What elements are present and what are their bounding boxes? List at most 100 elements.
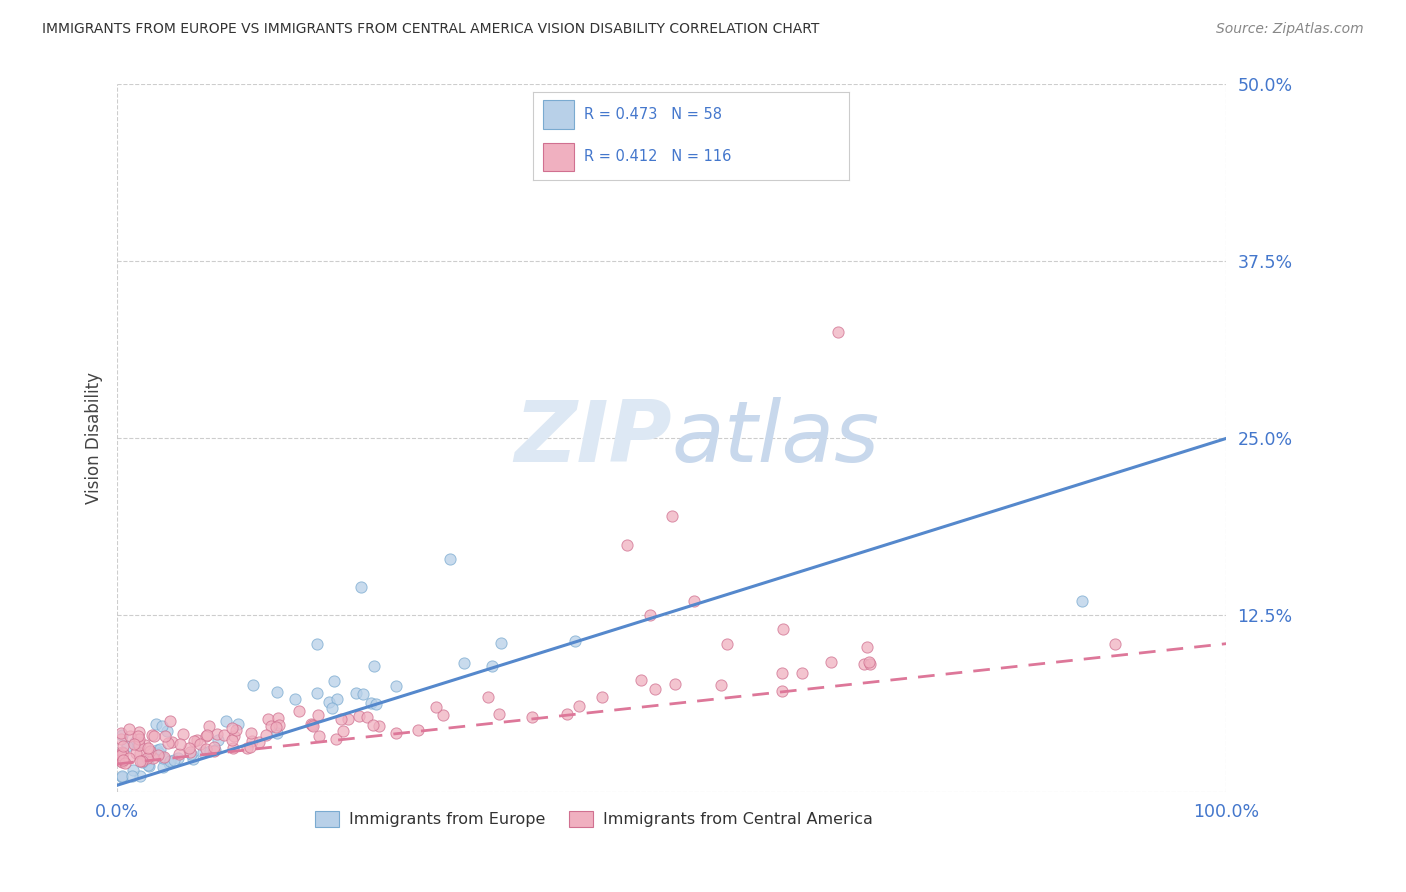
Point (125, 747, 148, 761)
Point (242, 678, 264, 692)
Point (856, 640, 879, 654)
Point (118, 723, 141, 737)
Point (115, 739, 138, 753)
Point (124, 734, 146, 748)
Point (149, 742, 172, 756)
Text: atlas: atlas (672, 397, 880, 480)
Point (337, 712, 360, 726)
Point (181, 752, 204, 766)
Point (453, 656, 475, 670)
Point (308, 729, 330, 743)
Point (136, 740, 159, 755)
Point (179, 745, 201, 759)
Point (240, 726, 263, 740)
Point (221, 721, 243, 735)
Point (128, 724, 150, 739)
Point (555, 707, 578, 722)
Point (710, 678, 733, 692)
Point (146, 743, 169, 757)
Point (425, 700, 447, 714)
Point (266, 725, 288, 739)
Point (488, 706, 510, 721)
Point (110, 752, 132, 766)
Point (152, 760, 174, 774)
Point (131, 754, 153, 768)
Point (110, 731, 132, 746)
Point (858, 656, 880, 670)
Point (111, 769, 134, 783)
Point (128, 731, 150, 746)
Point (330, 712, 353, 726)
Point (129, 746, 152, 760)
Point (307, 708, 329, 723)
Point (491, 636, 513, 650)
Point (148, 747, 170, 761)
Point (267, 711, 290, 725)
Point (347, 709, 370, 723)
Point (352, 687, 374, 701)
Point (439, 551, 461, 566)
Point (136, 752, 159, 766)
Point (522, 710, 544, 724)
Point (179, 741, 201, 756)
Point (247, 735, 270, 749)
Point (299, 716, 322, 731)
Point (366, 697, 388, 711)
Point (145, 717, 167, 731)
Point (361, 717, 384, 731)
Point (111, 745, 134, 759)
Point (142, 751, 165, 765)
Point (664, 677, 686, 691)
Point (180, 747, 202, 761)
Point (163, 753, 186, 767)
Point (202, 744, 225, 758)
Point (360, 696, 382, 710)
Point (110, 754, 132, 768)
Point (112, 746, 135, 760)
Point (350, 580, 373, 594)
Point (406, 723, 429, 737)
Point (638, 608, 661, 623)
Point (152, 751, 174, 765)
Point (222, 741, 245, 756)
Point (254, 728, 277, 742)
Point (153, 750, 176, 764)
Point (236, 740, 259, 755)
Point (568, 699, 591, 714)
Point (127, 729, 149, 743)
Point (198, 744, 221, 758)
Point (204, 743, 226, 757)
Point (136, 758, 159, 772)
Text: ZIP: ZIP (515, 397, 672, 480)
Point (344, 686, 367, 700)
Point (222, 729, 245, 743)
Point (207, 733, 229, 747)
Point (363, 659, 385, 673)
Point (225, 723, 247, 737)
Point (195, 728, 218, 742)
Point (153, 729, 176, 743)
Point (266, 685, 288, 699)
Point (188, 737, 211, 751)
Point (110, 750, 132, 764)
Point (139, 744, 162, 758)
Point (111, 739, 134, 753)
Point (1071, 594, 1094, 608)
Point (301, 718, 323, 732)
Point (111, 755, 134, 769)
Point (121, 768, 143, 782)
Point (630, 673, 652, 687)
Point (770, 666, 793, 681)
Point (477, 690, 499, 704)
Point (205, 726, 228, 740)
Point (716, 637, 738, 651)
Point (385, 679, 408, 693)
Point (128, 769, 150, 783)
Point (644, 682, 666, 697)
Point (128, 754, 150, 768)
Point (155, 724, 177, 739)
Point (186, 732, 208, 747)
Point (432, 708, 454, 723)
Point (150, 719, 173, 733)
Point (264, 720, 287, 734)
